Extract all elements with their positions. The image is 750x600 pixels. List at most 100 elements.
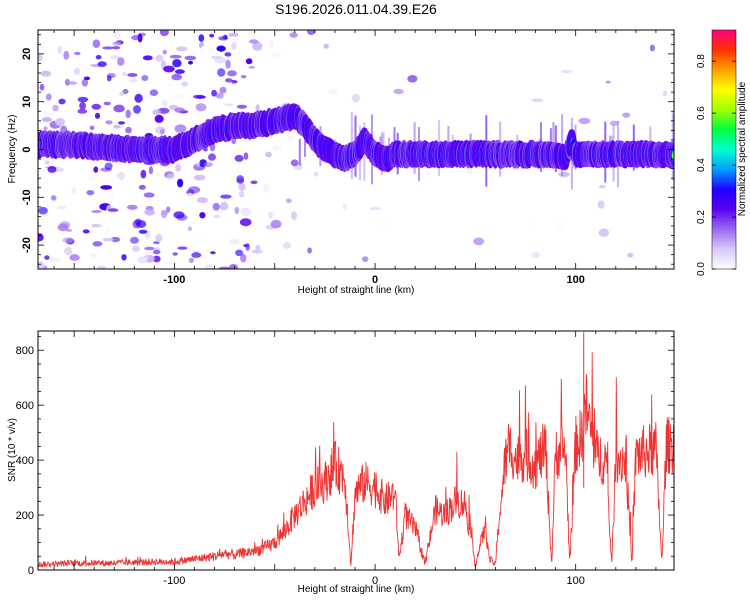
spectrogram-noise-cell bbox=[271, 208, 277, 216]
spectrogram-noise-cell bbox=[369, 206, 382, 211]
spectrogram-noise-cell bbox=[195, 234, 202, 240]
spectrogram-noise-cell bbox=[122, 88, 129, 95]
snr-y-axis-label: SNR (10 * v/v) bbox=[7, 418, 18, 482]
spectrogram-noise-cell bbox=[649, 44, 655, 52]
spectrogram-noise-cell bbox=[38, 206, 48, 215]
spectrogram-x-axis-label: Height of straight line (km) bbox=[298, 285, 415, 296]
spectrogram-noise-cell bbox=[597, 200, 605, 209]
snr-y-tick-label: 800 bbox=[16, 345, 34, 357]
spectrogram-noise-cell bbox=[125, 126, 132, 134]
spectrogram-noise-cell bbox=[270, 52, 281, 58]
snr-frame bbox=[37, 330, 675, 571]
spectrogram-noise-cell bbox=[42, 112, 55, 116]
spectrogram-noise-cell bbox=[77, 96, 89, 103]
spectrogram-noise-cell bbox=[153, 241, 160, 245]
spectrogram-noise-cell bbox=[160, 209, 168, 219]
spectrogram-noise-cell bbox=[263, 183, 270, 193]
spectrogram-noise-cell bbox=[144, 208, 155, 216]
spectrogram-noise-cell bbox=[175, 46, 188, 52]
spectrogram-noise-cell bbox=[143, 192, 155, 198]
spectrogram-noise-cell bbox=[228, 238, 240, 244]
spectrogram-noise-cell bbox=[92, 39, 101, 48]
spectrogram-noise-cell bbox=[163, 65, 175, 73]
spectrogram-noise-cell bbox=[290, 159, 299, 167]
colorbar-tick-label: 0.2 bbox=[696, 210, 707, 224]
spectrogram-noise-cell bbox=[43, 126, 48, 131]
spectrogram-noise-cell bbox=[255, 104, 260, 113]
spectrogram-noise-cell bbox=[45, 93, 52, 101]
snr-panel: -100 0 100 0 200 400 600 800 Height of straight… bbox=[7, 330, 675, 595]
spectrogram-noise-cell bbox=[92, 241, 103, 247]
spectrogram-noise-cell bbox=[94, 112, 101, 119]
spectrogram-noise-cell bbox=[44, 160, 50, 165]
spectrogram-noise-cell bbox=[59, 221, 71, 229]
spectrogram-noise-cell bbox=[153, 247, 161, 251]
spectrogram-noise-cell bbox=[271, 144, 282, 151]
spectrogram-noise-cell bbox=[342, 203, 348, 210]
snr-x-tick-label: -100 bbox=[163, 575, 185, 587]
spectrogram-noise-cell bbox=[172, 252, 178, 256]
spectrogram-y-tick-label: 20 bbox=[21, 48, 33, 60]
spectrogram-noise-cell bbox=[66, 81, 78, 85]
spectrogram-noise-cell bbox=[208, 153, 216, 161]
spectrogram-noise-cell bbox=[217, 68, 226, 77]
spectrogram-noise-cell bbox=[55, 118, 65, 126]
colorbar-gradient bbox=[712, 30, 736, 269]
spectrogram-noise-cell bbox=[191, 252, 202, 258]
spectrogram-noise-cell bbox=[102, 237, 114, 242]
spectrogram-noise-cell bbox=[112, 41, 121, 46]
spectrogram-noise-cell bbox=[530, 220, 536, 229]
spectrogram-noise-cell bbox=[186, 193, 194, 199]
spectrogram-noise-cell bbox=[328, 88, 338, 95]
snr-series bbox=[38, 332, 674, 569]
spectrogram-noise-cell bbox=[210, 251, 216, 255]
spectrogram-noise-cell bbox=[252, 41, 263, 51]
spectrogram-noise-cell bbox=[174, 107, 185, 113]
spectrogram-noise-cell bbox=[174, 124, 187, 133]
spectrogram-noise-cell bbox=[393, 88, 405, 95]
spectrogram-noise-cell bbox=[52, 104, 59, 112]
spectrogram-streak bbox=[304, 132, 306, 157]
chart-title: S196.2026.011.04.39.E26 bbox=[275, 1, 437, 17]
spectrogram-noise-cell bbox=[144, 246, 155, 251]
spectrogram-noise-cell bbox=[97, 61, 107, 67]
spectrogram-y-axis-label: Frequency (Hz) bbox=[7, 115, 18, 184]
spectrogram-noise-cell bbox=[236, 178, 245, 184]
spectrogram-noise-cell bbox=[43, 265, 48, 269]
spectrogram-noise-cell bbox=[77, 108, 88, 114]
spectrogram-noise-cell bbox=[172, 93, 184, 99]
spectrogram-noise-cell bbox=[162, 49, 167, 55]
spectrogram-noise-cell bbox=[313, 171, 319, 177]
spectrogram-noise-cell bbox=[240, 253, 247, 263]
colorbar-ticks: 0.0 0.2 0.4 0.6 0.8 bbox=[696, 54, 736, 276]
spectrogram-noise-cell bbox=[50, 195, 57, 201]
spectrogram-noise-cell bbox=[125, 109, 131, 119]
spectrogram-noise-cell bbox=[132, 219, 141, 229]
spectrogram-noise-cell bbox=[473, 237, 485, 246]
spectrogram-noise-cell bbox=[104, 162, 113, 170]
spectrogram-y-tick-label: 0 bbox=[21, 146, 33, 152]
spectrogram-noise-cell bbox=[155, 234, 163, 242]
spectrogram-noise-cell bbox=[555, 221, 565, 230]
spectrogram-noise-cell bbox=[234, 154, 244, 162]
spectrogram-noise-cell bbox=[188, 60, 193, 65]
colorbar-frame bbox=[711, 29, 737, 270]
spectrogram-noise-cell bbox=[219, 86, 227, 94]
spectrogram-noise-cell bbox=[424, 171, 431, 176]
colorbar-tick-label: 0.6 bbox=[696, 106, 707, 120]
spectrogram-noise-cell bbox=[152, 249, 161, 255]
spectrogram-noise-cell bbox=[238, 191, 245, 198]
spectrogram-noise-cell bbox=[105, 120, 113, 125]
spectrogram-noise-cell bbox=[88, 176, 97, 182]
spectrogram-y-tick-label: -20 bbox=[21, 237, 33, 253]
spectrogram-noise-cell bbox=[105, 227, 110, 235]
spectrogram-noise-cell bbox=[166, 206, 171, 213]
spectrogram-noise-cell bbox=[605, 80, 611, 84]
spectrogram-noise-cell bbox=[251, 249, 263, 254]
spectrogram-noise-cell bbox=[142, 55, 153, 61]
spectrogram-noise-cell bbox=[112, 45, 121, 50]
spectrogram-noise-cell bbox=[110, 55, 121, 59]
spectrogram-noise-cell bbox=[128, 79, 138, 83]
spectrogram-noise-cell bbox=[64, 247, 73, 256]
